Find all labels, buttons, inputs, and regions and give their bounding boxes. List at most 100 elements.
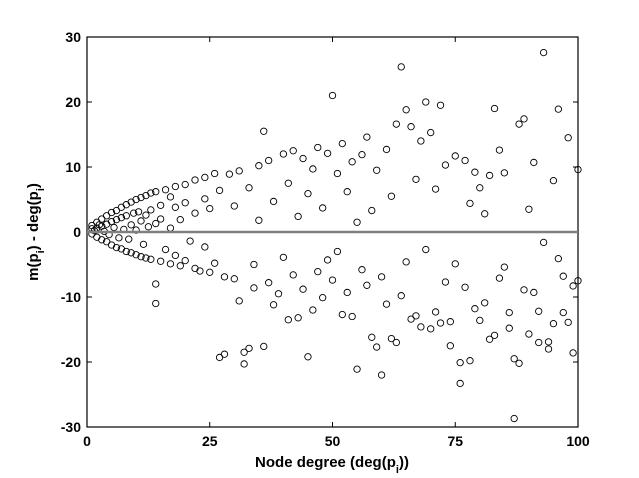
data-point — [535, 307, 543, 315]
data-point — [525, 330, 533, 338]
data-point — [382, 145, 391, 154]
data-point — [265, 279, 273, 287]
data-point — [431, 185, 440, 193]
data-point — [166, 193, 175, 201]
data-point — [451, 260, 459, 268]
y-tick-label: -10 — [61, 289, 81, 305]
data-point — [289, 147, 297, 155]
data-point — [230, 202, 238, 210]
data-point — [417, 137, 425, 145]
data-point — [102, 212, 111, 220]
data-point — [314, 143, 322, 152]
data-point — [417, 323, 425, 331]
data-point — [436, 319, 445, 327]
data-point — [544, 345, 553, 353]
data-point — [476, 316, 484, 325]
data-point — [304, 189, 312, 198]
data-point — [461, 283, 469, 291]
data-point — [171, 182, 180, 191]
data-point — [338, 139, 346, 148]
data-point — [132, 195, 140, 204]
data-point — [338, 310, 346, 319]
data-point — [152, 280, 160, 288]
data-point — [549, 319, 558, 328]
data-point — [358, 150, 366, 159]
data-point — [122, 247, 130, 256]
data-point — [260, 127, 268, 135]
data-point — [539, 238, 548, 247]
data-point — [235, 297, 243, 305]
data-point — [471, 305, 479, 313]
data-point — [441, 278, 450, 286]
data-point — [559, 308, 567, 317]
data-point — [294, 212, 302, 221]
data-point — [289, 271, 297, 279]
data-point — [574, 165, 582, 174]
x-axis-label: Node degree (deg(pi)) — [255, 454, 409, 476]
data-point — [402, 258, 410, 266]
data-point — [156, 257, 165, 265]
data-point — [240, 348, 248, 356]
data-point — [225, 170, 234, 178]
data-point — [171, 251, 180, 260]
data-point — [456, 379, 464, 388]
data-point — [481, 299, 489, 307]
data-point — [161, 245, 170, 254]
data-point — [129, 209, 138, 217]
data-point — [427, 325, 435, 333]
data-point — [115, 234, 123, 242]
data-point — [98, 215, 106, 223]
x-tick-label: 75 — [447, 433, 463, 449]
data-point — [215, 186, 224, 195]
data-point — [382, 300, 391, 308]
data-point — [328, 91, 337, 100]
data-point — [343, 288, 351, 297]
data-point — [127, 221, 135, 229]
data-point — [107, 208, 116, 217]
data-point — [559, 272, 567, 280]
data-point — [137, 193, 145, 202]
data-point — [407, 315, 415, 323]
data-point — [206, 204, 214, 213]
data-point — [373, 343, 381, 351]
data-point — [181, 180, 189, 189]
x-tick-label: 100 — [566, 433, 590, 449]
data-point — [392, 338, 400, 347]
y-axis-ticks: -30 -20 -10 0 10 20 30 — [61, 29, 578, 435]
data-point — [569, 349, 577, 357]
data-point — [407, 123, 415, 131]
data-point — [387, 334, 396, 343]
data-point — [402, 106, 410, 114]
data-point — [510, 355, 518, 363]
data-point — [441, 161, 450, 169]
data-point — [201, 173, 209, 182]
data-point — [255, 162, 263, 170]
data-point — [412, 175, 420, 184]
data-point — [515, 120, 523, 128]
data-point — [466, 199, 474, 208]
data-point — [206, 268, 214, 276]
data-point — [156, 201, 165, 210]
data-point — [397, 63, 405, 71]
data-point — [93, 218, 101, 226]
data-point — [147, 255, 155, 263]
x-axis-ticks: 0 25 50 75 100 — [83, 37, 590, 449]
data-point — [191, 209, 199, 217]
data-point — [431, 308, 440, 316]
data-point — [309, 165, 317, 173]
data-point — [481, 210, 489, 218]
data-point — [279, 150, 288, 158]
data-point — [220, 273, 229, 281]
data-point — [112, 243, 121, 252]
data-point — [137, 253, 145, 261]
data-point — [250, 260, 258, 269]
data-point — [186, 237, 194, 245]
data-point — [539, 48, 548, 57]
data-point — [520, 286, 528, 294]
data-point — [181, 199, 189, 207]
data-point — [490, 104, 499, 113]
data-point — [412, 312, 420, 320]
data-point — [505, 308, 513, 317]
data-point — [461, 156, 469, 165]
data-point — [353, 218, 361, 226]
